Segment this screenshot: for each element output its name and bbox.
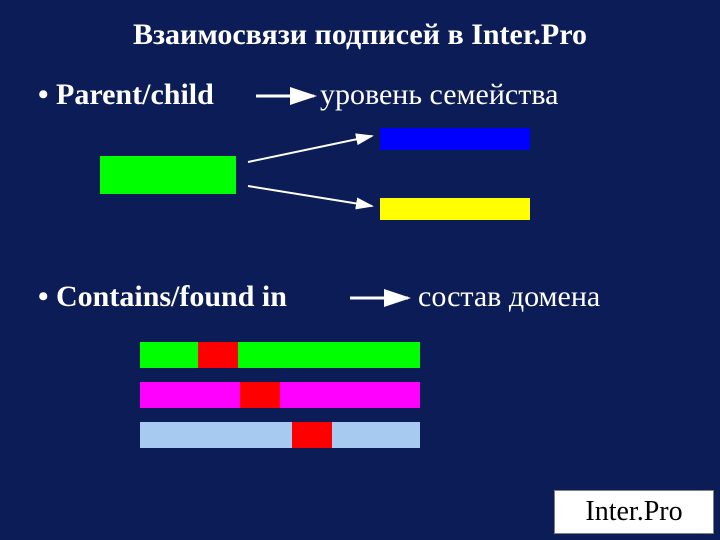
slide-title: Взаимосвязи подписей в Inter.Pro <box>0 18 720 52</box>
parent-bar <box>100 156 236 194</box>
bullet-contains-found-in: Contains/found in <box>38 280 287 314</box>
label-family-level: уровень семейства <box>320 78 558 112</box>
child-bar-blue <box>380 128 530 150</box>
domain-bar-marker <box>198 342 238 368</box>
domain-bar-marker <box>292 422 332 448</box>
logo-text: Inter.Pro <box>585 496 682 528</box>
arrow-to-yellow <box>248 186 372 206</box>
domain-bar-marker <box>240 382 280 408</box>
domain-bar-row <box>140 422 420 448</box>
slide: Взаимосвязи подписей в Inter.Pro Parent/… <box>0 0 720 540</box>
label-domain-composition: состав домена <box>418 280 600 314</box>
arrow-to-blue <box>248 136 372 162</box>
interpro-logo: Inter.Pro <box>554 490 714 534</box>
bullet-parent-child: Parent/child <box>38 78 214 112</box>
domain-bar-row <box>140 342 420 368</box>
domain-bar-row <box>140 382 420 408</box>
child-bar-yellow <box>380 198 530 220</box>
